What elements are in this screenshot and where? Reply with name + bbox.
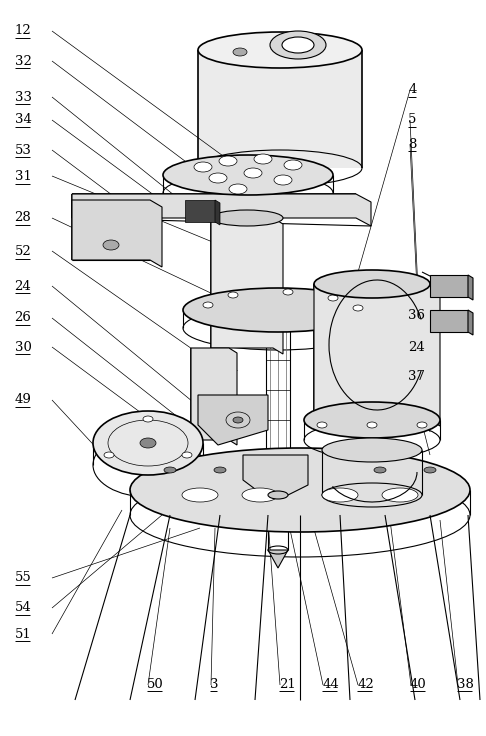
Text: 52: 52 (15, 245, 31, 258)
Ellipse shape (304, 402, 440, 438)
Text: 53: 53 (15, 144, 32, 157)
Ellipse shape (317, 422, 327, 428)
Ellipse shape (214, 467, 226, 473)
Text: 24: 24 (15, 280, 31, 293)
Polygon shape (430, 310, 468, 332)
Polygon shape (314, 284, 440, 426)
Ellipse shape (417, 422, 427, 428)
Ellipse shape (382, 488, 418, 502)
Ellipse shape (203, 302, 213, 308)
Ellipse shape (322, 488, 358, 502)
Text: 26: 26 (15, 311, 32, 325)
Polygon shape (243, 455, 308, 495)
Polygon shape (198, 50, 362, 168)
Polygon shape (72, 200, 162, 267)
Text: 42: 42 (357, 678, 374, 691)
Ellipse shape (367, 422, 377, 428)
Text: 38: 38 (457, 678, 474, 691)
Ellipse shape (374, 467, 386, 473)
Ellipse shape (163, 155, 333, 195)
Text: 37: 37 (408, 369, 425, 383)
Text: 4: 4 (408, 83, 417, 96)
Text: 28: 28 (15, 211, 31, 224)
Ellipse shape (211, 210, 283, 226)
Polygon shape (185, 200, 215, 222)
Text: 54: 54 (15, 601, 31, 615)
Text: 30: 30 (15, 341, 32, 354)
Ellipse shape (254, 154, 272, 164)
Ellipse shape (282, 37, 314, 53)
Ellipse shape (233, 48, 247, 56)
Ellipse shape (209, 173, 227, 183)
Polygon shape (468, 310, 473, 335)
Polygon shape (72, 194, 371, 226)
Ellipse shape (233, 417, 243, 423)
Text: 3: 3 (210, 678, 218, 691)
Ellipse shape (103, 240, 119, 250)
Ellipse shape (219, 156, 237, 166)
Ellipse shape (242, 488, 278, 502)
Text: 32: 32 (15, 54, 32, 68)
Text: 36: 36 (408, 308, 425, 322)
Ellipse shape (328, 295, 338, 301)
Text: 31: 31 (15, 170, 32, 183)
Ellipse shape (182, 452, 192, 458)
Text: 44: 44 (322, 678, 339, 691)
Ellipse shape (283, 289, 293, 295)
Text: 50: 50 (147, 678, 164, 691)
Ellipse shape (104, 452, 114, 458)
Text: 33: 33 (15, 91, 32, 104)
Polygon shape (430, 275, 468, 297)
Ellipse shape (284, 160, 302, 170)
Ellipse shape (322, 438, 422, 462)
Ellipse shape (183, 288, 373, 332)
Text: 21: 21 (279, 678, 296, 691)
Ellipse shape (140, 438, 156, 448)
Polygon shape (198, 395, 268, 445)
Text: 55: 55 (15, 571, 31, 584)
Ellipse shape (314, 270, 430, 298)
Ellipse shape (143, 416, 153, 422)
Ellipse shape (93, 411, 203, 475)
Ellipse shape (194, 162, 212, 172)
Polygon shape (211, 218, 283, 354)
Text: 51: 51 (15, 628, 31, 641)
Polygon shape (191, 348, 237, 445)
Ellipse shape (182, 488, 218, 502)
Polygon shape (268, 550, 288, 568)
Ellipse shape (164, 467, 176, 473)
Ellipse shape (228, 292, 238, 298)
Ellipse shape (130, 448, 470, 532)
Ellipse shape (268, 491, 288, 499)
Text: 49: 49 (15, 393, 32, 406)
Text: 40: 40 (410, 678, 426, 691)
Polygon shape (215, 200, 220, 225)
Ellipse shape (274, 175, 292, 185)
Text: 24: 24 (408, 341, 425, 354)
Ellipse shape (198, 32, 362, 68)
Ellipse shape (424, 467, 436, 473)
Text: 8: 8 (408, 138, 417, 151)
Ellipse shape (244, 168, 262, 178)
Text: 34: 34 (15, 113, 32, 127)
Text: 12: 12 (15, 24, 31, 38)
Ellipse shape (229, 184, 247, 194)
Text: 5: 5 (408, 113, 417, 127)
Ellipse shape (270, 31, 326, 59)
Polygon shape (468, 275, 473, 300)
Ellipse shape (353, 305, 363, 311)
